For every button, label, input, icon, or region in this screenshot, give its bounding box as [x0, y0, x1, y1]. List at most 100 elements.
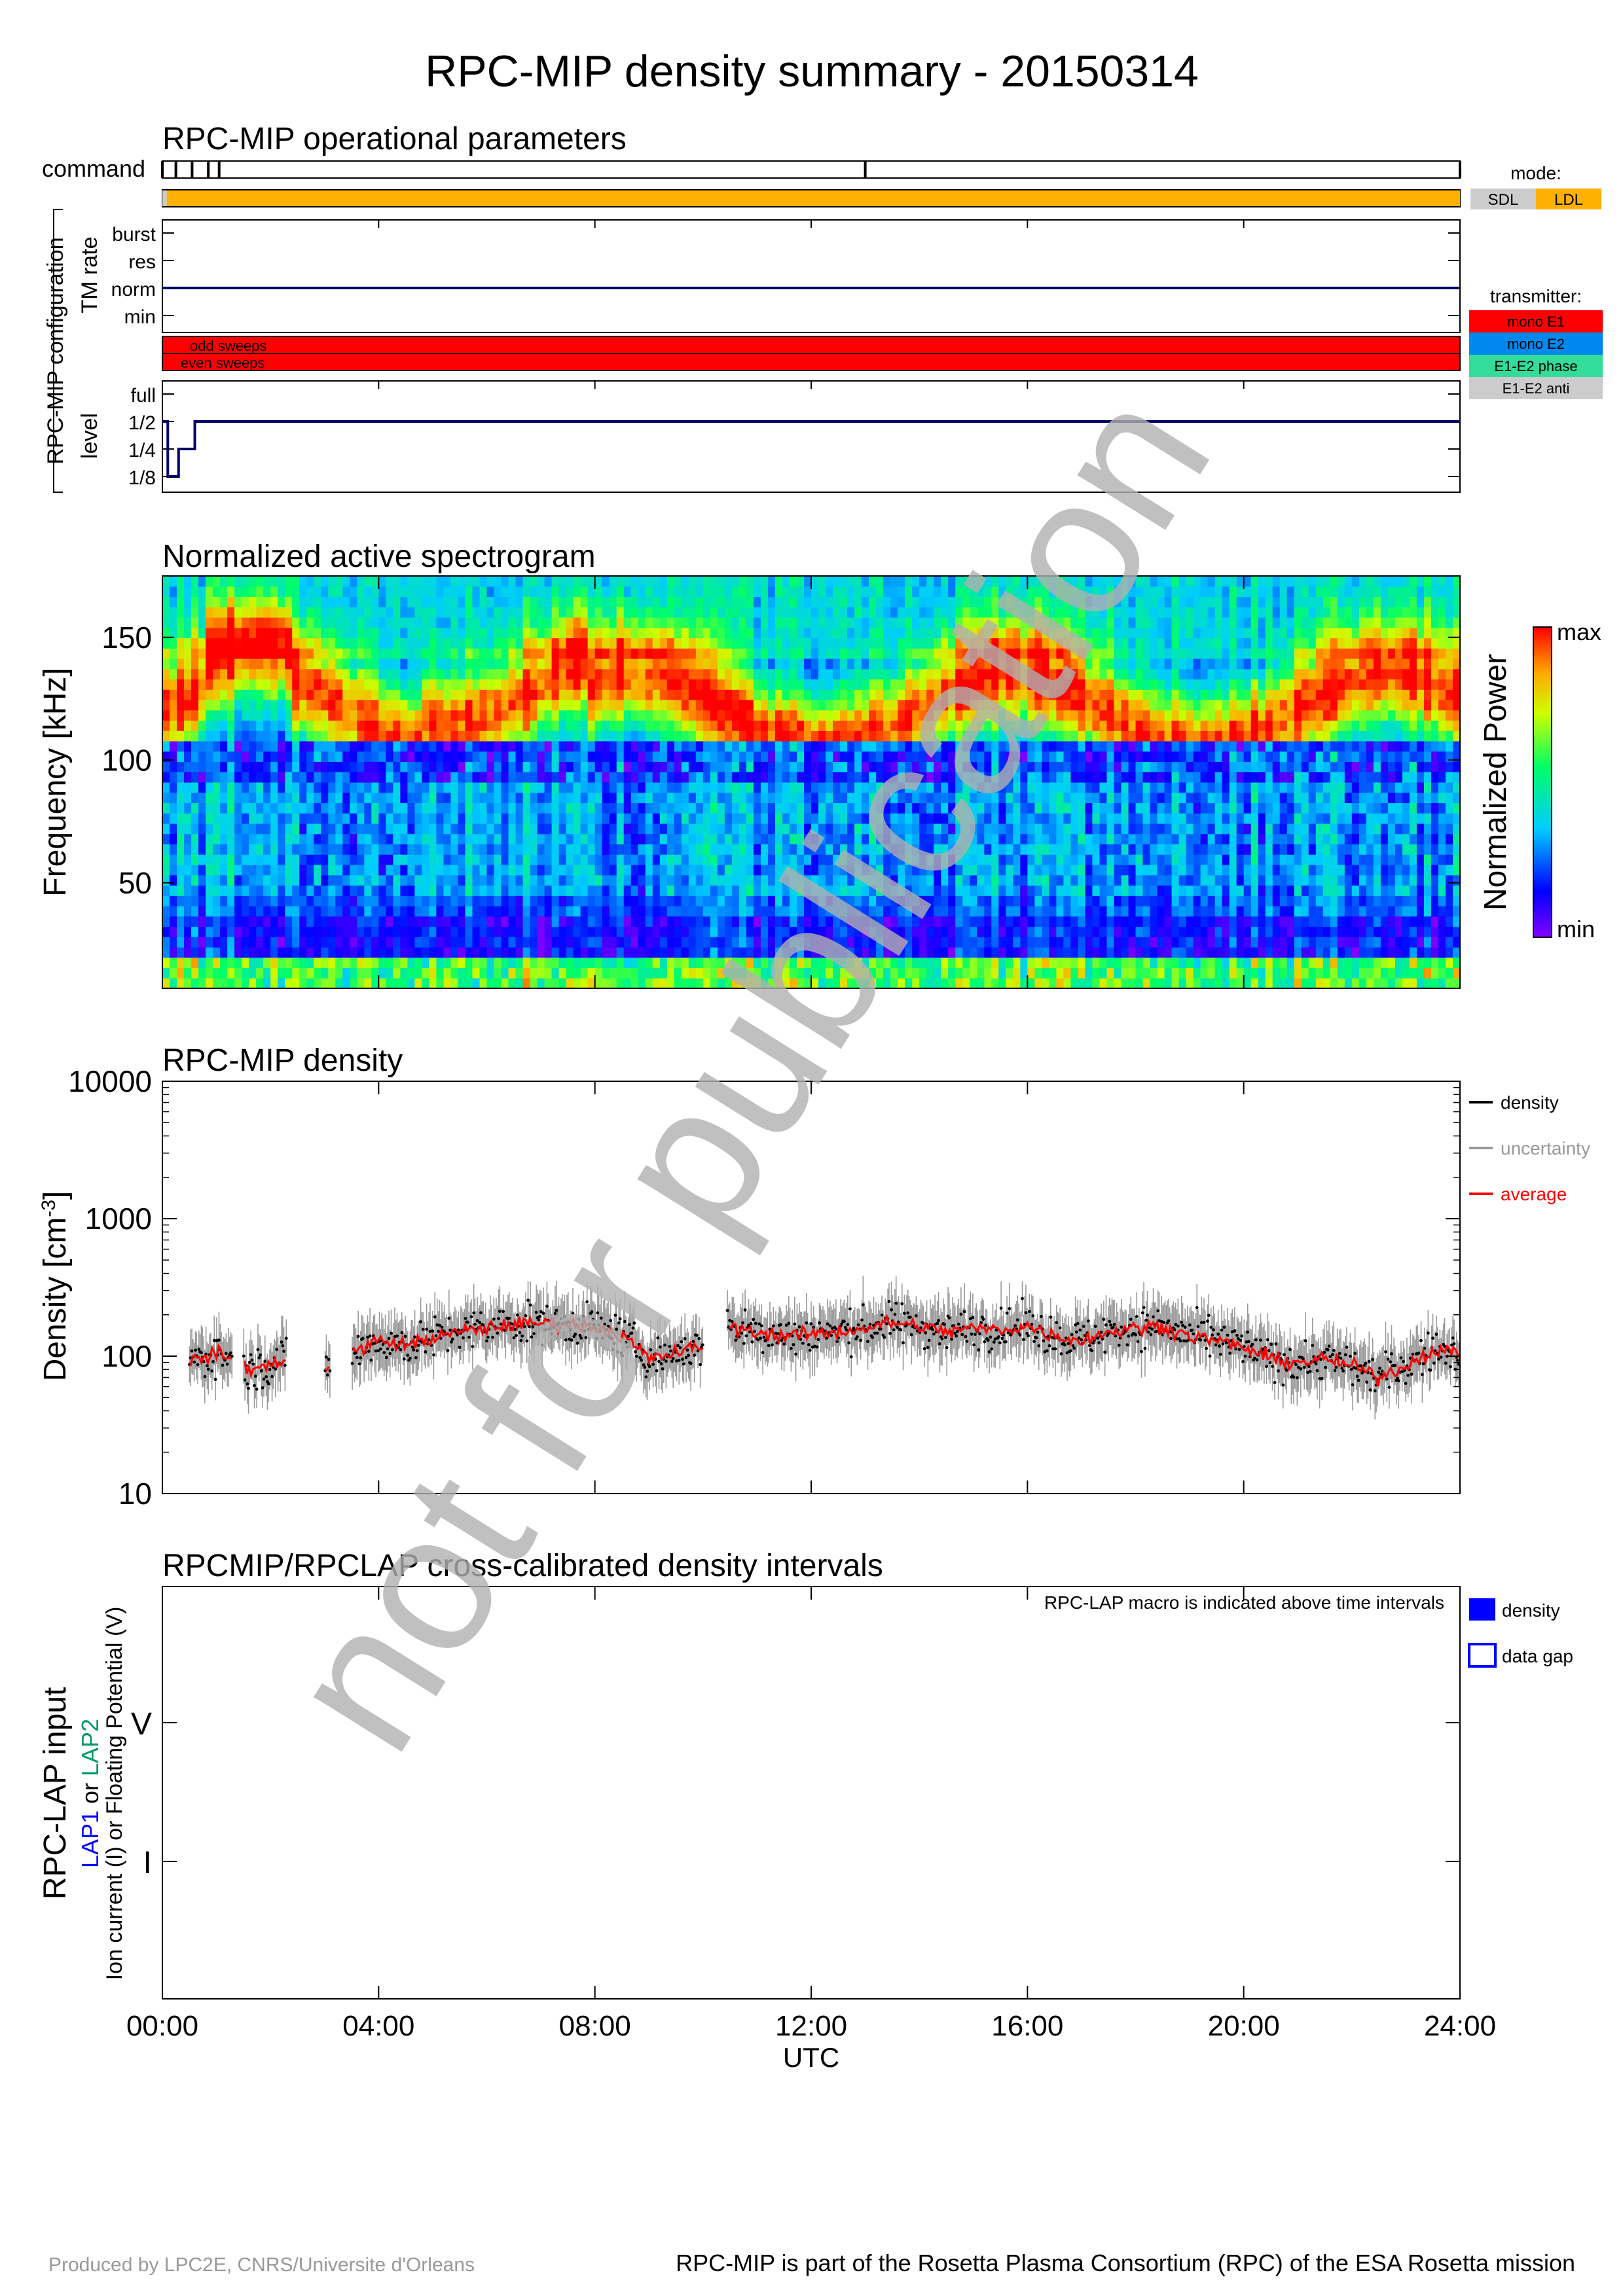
spectrogram-cell — [558, 617, 567, 628]
spectrogram-cell — [328, 741, 336, 752]
spectrogram-cell — [898, 906, 905, 917]
spectrogram-cell — [948, 792, 956, 804]
spectrogram-cell — [977, 782, 985, 793]
spectrogram-cell — [826, 844, 833, 855]
spectrogram-cell — [177, 741, 185, 752]
spectrogram-cell — [321, 741, 329, 752]
spectrogram-cell — [854, 648, 862, 659]
spectrogram-cell — [1020, 679, 1028, 690]
spectrogram-cell — [472, 658, 481, 670]
spectrogram-cell — [170, 813, 177, 824]
spectrogram-cell — [796, 833, 805, 845]
spectrogram-cell — [803, 874, 812, 886]
spectrogram-cell — [306, 772, 314, 783]
spectrogram-cell — [227, 607, 235, 618]
spectrogram-cell — [580, 792, 589, 804]
spectrogram-cell — [479, 637, 488, 649]
spectrogram-cell — [941, 772, 949, 783]
spectrogram-cell — [479, 967, 488, 978]
spectrogram-cell — [898, 802, 905, 814]
spectrogram-cell — [659, 586, 668, 598]
spectrogram-cell — [811, 957, 819, 969]
spectrogram-cell — [1034, 627, 1042, 639]
transmitter-legend-title: transmitter: — [1490, 286, 1582, 306]
figure-title: RPC-MIP density summary - 20150314 — [425, 46, 1199, 96]
spectrogram-cell — [522, 761, 531, 772]
spectrogram-cell — [652, 679, 661, 690]
spectrogram-cell — [335, 627, 343, 639]
spectrogram-cell — [775, 741, 783, 752]
spectrogram-cell — [314, 874, 321, 886]
spectrogram-cell — [811, 813, 819, 824]
spectrogram-cell — [890, 741, 898, 752]
spectrogram-cell — [681, 802, 689, 814]
spectrogram-cell — [623, 937, 632, 948]
spectrogram-cell — [537, 885, 545, 896]
spectrogram-cell — [544, 658, 553, 670]
spectrogram-cell — [941, 895, 949, 906]
spectrogram-cell — [919, 833, 927, 845]
spectrogram-cell — [573, 637, 581, 649]
spectrogram-cell — [681, 874, 689, 886]
spectrogram-cell — [580, 772, 589, 783]
spectrogram-cell — [285, 741, 293, 752]
spectrogram-cell — [739, 761, 747, 772]
spectrogram-cell — [465, 648, 473, 659]
spectrogram-cell — [934, 926, 941, 937]
spectrogram-cell — [386, 823, 393, 834]
spectrogram-cell — [1006, 709, 1013, 721]
spectrogram-cell — [912, 617, 920, 628]
spectrogram-cell — [328, 637, 336, 649]
spectrogram-cell — [270, 637, 278, 649]
spectrogram-cell — [991, 700, 999, 711]
spectrogram-cell — [659, 844, 668, 855]
spectrogram-cell — [638, 947, 646, 958]
spectrogram-cell — [970, 874, 977, 886]
spectrogram-cell — [551, 865, 560, 876]
spectrogram-cell — [1020, 874, 1028, 886]
spectrogram-cell — [299, 751, 307, 762]
spectrogram-cell — [1006, 895, 1013, 906]
spectrogram-cell — [436, 813, 445, 824]
spectrogram-cell — [278, 874, 285, 886]
spectrogram-cell — [659, 957, 668, 969]
spectrogram-cell — [767, 895, 776, 906]
spectrogram-cell — [803, 854, 812, 865]
spectrogram-cell — [702, 823, 711, 834]
spectrogram-cell — [314, 813, 321, 824]
spectrogram-cell — [731, 627, 740, 639]
spectrogram-cell — [256, 637, 264, 649]
spectrogram-cell — [465, 957, 473, 969]
spectrogram-cell — [796, 596, 805, 607]
spectrogram-cell — [386, 895, 393, 906]
spectrogram-cell — [522, 607, 531, 618]
spectrogram-cell — [775, 957, 783, 969]
spectrogram-cell — [746, 741, 754, 752]
spectrogram-cell — [789, 658, 797, 670]
spectrogram-cell — [984, 823, 992, 834]
spectrogram-cell — [609, 586, 617, 598]
spectrogram-cell — [630, 865, 639, 876]
spectrogram-cell — [299, 978, 307, 988]
spectrogram-cell — [371, 916, 379, 927]
spectrogram-cell — [587, 709, 596, 721]
spectrogram-cell — [638, 833, 646, 845]
spectrogram-cell — [862, 967, 869, 978]
spectrogram-cell — [422, 865, 430, 876]
spectrogram-cell — [558, 772, 567, 783]
spectrogram-cell — [869, 885, 877, 896]
spectrogram-cell — [905, 833, 913, 845]
spectrogram-cell — [450, 823, 459, 834]
spectrogram-cell — [170, 751, 177, 762]
spectrogram-cell — [306, 596, 314, 607]
spectrogram-cell — [998, 751, 1006, 762]
spectrogram-cell — [177, 668, 185, 680]
spectrogram-cell — [537, 916, 545, 927]
spectrogram-cell — [630, 874, 639, 886]
spectrogram-cell — [522, 833, 531, 845]
spectrogram-cell — [213, 916, 221, 927]
spectrogram-cell — [414, 854, 422, 865]
spectrogram-cell — [962, 709, 970, 721]
spectrogram-cell — [724, 751, 733, 762]
spectrogram-cell — [537, 596, 545, 607]
